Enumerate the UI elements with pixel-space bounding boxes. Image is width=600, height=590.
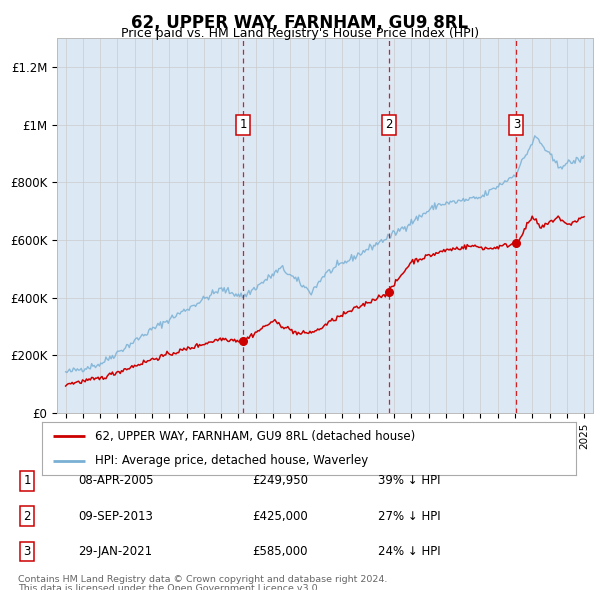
Text: 2: 2 bbox=[385, 119, 392, 132]
Text: 62, UPPER WAY, FARNHAM, GU9 8RL: 62, UPPER WAY, FARNHAM, GU9 8RL bbox=[131, 14, 469, 32]
Text: 1: 1 bbox=[23, 474, 31, 487]
Text: £249,950: £249,950 bbox=[252, 474, 308, 487]
Text: 2: 2 bbox=[23, 510, 31, 523]
Text: HPI: Average price, detached house, Waverley: HPI: Average price, detached house, Wave… bbox=[95, 454, 368, 467]
Text: 3: 3 bbox=[23, 545, 31, 558]
Text: 27% ↓ HPI: 27% ↓ HPI bbox=[378, 510, 440, 523]
Text: Price paid vs. HM Land Registry's House Price Index (HPI): Price paid vs. HM Land Registry's House … bbox=[121, 27, 479, 40]
Text: 62, UPPER WAY, FARNHAM, GU9 8RL (detached house): 62, UPPER WAY, FARNHAM, GU9 8RL (detache… bbox=[95, 430, 416, 442]
Text: 09-SEP-2013: 09-SEP-2013 bbox=[78, 510, 153, 523]
Text: 29-JAN-2021: 29-JAN-2021 bbox=[78, 545, 152, 558]
Text: 3: 3 bbox=[513, 119, 520, 132]
Text: £425,000: £425,000 bbox=[252, 510, 308, 523]
Text: 08-APR-2005: 08-APR-2005 bbox=[78, 474, 154, 487]
Text: 39% ↓ HPI: 39% ↓ HPI bbox=[378, 474, 440, 487]
Text: 1: 1 bbox=[239, 119, 247, 132]
Text: 24% ↓ HPI: 24% ↓ HPI bbox=[378, 545, 440, 558]
Text: £585,000: £585,000 bbox=[252, 545, 308, 558]
Text: This data is licensed under the Open Government Licence v3.0.: This data is licensed under the Open Gov… bbox=[18, 584, 320, 590]
Text: Contains HM Land Registry data © Crown copyright and database right 2024.: Contains HM Land Registry data © Crown c… bbox=[18, 575, 388, 584]
